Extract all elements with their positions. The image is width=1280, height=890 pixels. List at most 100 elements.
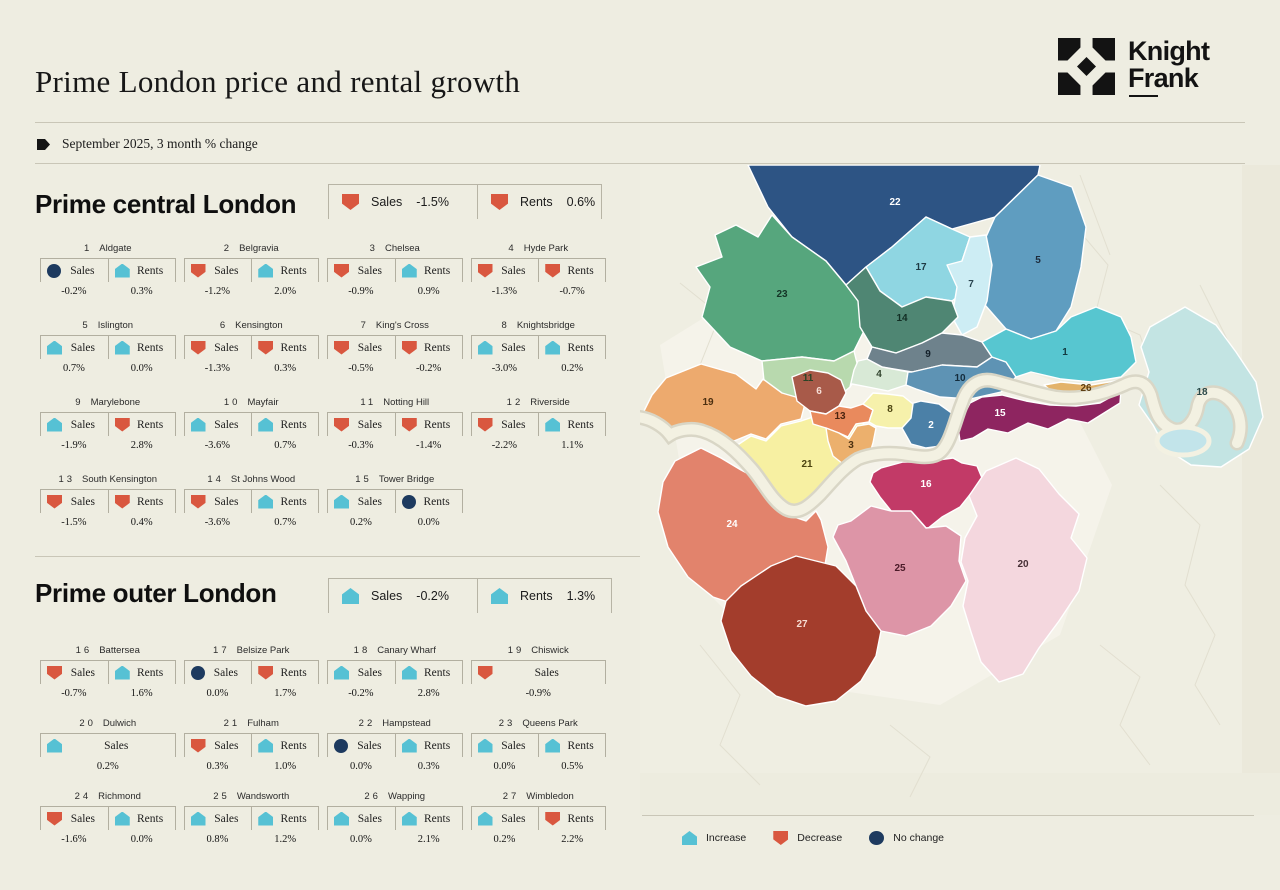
page-title: Prime London price and rental growth	[35, 64, 521, 99]
section-divider	[35, 556, 640, 557]
section-title-central: Prime central London	[35, 189, 297, 219]
metric-label: Sales	[501, 264, 526, 277]
area-name: Aldgate	[99, 243, 132, 254]
area-card-header: 13 South Kensington	[40, 474, 176, 485]
knight-frank-logo: Knight Frank	[1058, 38, 1210, 97]
metric-value: 0.7%	[62, 363, 85, 374]
metric-value: 0.2%	[349, 517, 372, 528]
increase-icon	[190, 811, 206, 826]
area-name: Riverside	[530, 397, 570, 408]
metric-value: 0.3%	[206, 761, 229, 772]
increase-icon	[258, 417, 274, 432]
metric-label: Rents	[280, 264, 307, 277]
decrease-icon	[477, 665, 493, 680]
area-number: 18	[353, 645, 371, 656]
outer-summary: Sales -0.2% Rents 1.3%	[328, 578, 612, 613]
decrease-icon	[477, 417, 493, 432]
metric-value: -0.9%	[525, 688, 551, 699]
metric-label: Sales	[214, 495, 239, 508]
metric-label: Rents	[137, 812, 164, 825]
map-region-27	[720, 555, 882, 707]
area-number: 4	[508, 243, 517, 254]
area-metrics-box: Sales Rents	[183, 335, 319, 359]
decrease-icon	[401, 417, 417, 432]
metric-cell-sales: Sales	[470, 807, 539, 830]
river-thames	[640, 372, 1248, 519]
map-region-10	[905, 356, 1017, 400]
area-metrics-box: Sales Rents	[327, 660, 463, 684]
metric-value: 0.7%	[274, 517, 297, 528]
metric-cell-sales: Sales	[183, 413, 252, 436]
increase-icon	[190, 417, 206, 432]
area-values-row: 0.2%	[40, 757, 176, 772]
map-region-label-6: 6	[816, 386, 822, 397]
metric-value: -0.3%	[348, 440, 374, 451]
metric-label: Sales	[534, 666, 559, 679]
metric-label: Sales	[213, 666, 239, 679]
metric-cell-sales: Sales	[327, 413, 395, 436]
area-number: 3	[369, 243, 378, 254]
area-number: 7	[360, 320, 369, 331]
increase-icon	[342, 588, 359, 604]
area-card-chiswick: 19 Chiswick Sales -0.9%	[470, 645, 606, 699]
metric-label: Sales	[501, 812, 526, 825]
metric-cell-rents: Rents	[394, 336, 463, 359]
map-region-label-14: 14	[896, 313, 908, 324]
metric-label: Rents	[280, 495, 307, 508]
metric-value: 0.5%	[561, 761, 584, 772]
summary-value: 0.6%	[566, 195, 596, 209]
metric-value: 0.0%	[130, 834, 153, 845]
increase-icon	[545, 340, 561, 355]
metric-value: -3.6%	[204, 440, 231, 451]
map-region-label-20: 20	[1017, 559, 1029, 570]
area-metrics-box: Sales Rents	[327, 335, 463, 359]
area-number: 27	[502, 791, 520, 802]
area-card-header: 6 Kensington	[184, 320, 320, 331]
area-card-header: 24 Richmond	[40, 791, 176, 802]
area-values-row: -1.6% 0.0%	[40, 830, 176, 845]
metric-label: Rents	[280, 418, 307, 431]
decrease-icon	[477, 263, 493, 278]
area-values-row: -0.9% 0.9%	[327, 282, 463, 297]
central-summary: Sales -1.5% Rents 0.6%	[328, 184, 602, 219]
area-name: Hampstead	[382, 718, 431, 729]
area-number: 21	[223, 718, 241, 729]
summary-label: Sales	[371, 589, 403, 603]
metric-value: 0.0%	[130, 363, 153, 374]
increase-icon	[334, 494, 349, 509]
area-name: Kensington	[235, 320, 283, 331]
area-card-wapping: 26 Wapping Sales Rents 0.0% 2.1%	[327, 791, 463, 845]
subtitle-text: September 2025, 3 month % change	[62, 136, 258, 151]
section-title-outer: Prime outer London	[35, 578, 277, 608]
area-name: Knightsbridge	[516, 320, 575, 331]
area-card-header: 7 King's Cross	[327, 320, 463, 331]
increase-icon	[491, 588, 508, 604]
river-basin	[1154, 424, 1212, 458]
area-card-belgravia: 2 Belgravia Sales Rents -1.2% 2.0%	[183, 243, 319, 297]
map-region-label-17: 17	[915, 262, 927, 273]
metric-cell-sales: Sales	[327, 661, 395, 684]
area-name: Mayfair	[247, 397, 279, 408]
decrease-icon	[190, 263, 206, 278]
area-name: Marylebone	[90, 397, 141, 408]
increase-icon	[47, 340, 62, 355]
metric-value: -0.7%	[61, 688, 87, 699]
area-metrics-box: Sales Rents	[183, 806, 319, 830]
map-region-label-3: 3	[848, 440, 854, 451]
area-values-row: -3.6% 0.7%	[184, 513, 320, 528]
metric-cell-sales: Sales	[183, 259, 252, 282]
area-metrics-box: Sales	[40, 733, 176, 757]
area-name: Wimbledon	[526, 791, 574, 802]
legend-item-decrease: Decrease	[773, 831, 842, 845]
area-card-marylebone: 9 Marylebone Sales Rents -1.9% 2.8%	[40, 397, 176, 451]
map-region-25	[832, 505, 967, 637]
area-metrics-box: Sales Rents	[470, 806, 606, 830]
area-card-battersea: 16 Battersea Sales Rents -0.7% 1.6%	[40, 645, 176, 699]
no-change-icon	[47, 263, 61, 278]
central-summary-sales: Sales -1.5%	[329, 185, 477, 219]
metric-label: Sales	[214, 812, 239, 825]
header-divider-bottom	[35, 163, 1245, 164]
metric-value: -3.0%	[491, 363, 518, 374]
metric-cell-sales: Sales	[470, 734, 539, 757]
metric-label: Rents	[424, 666, 451, 679]
